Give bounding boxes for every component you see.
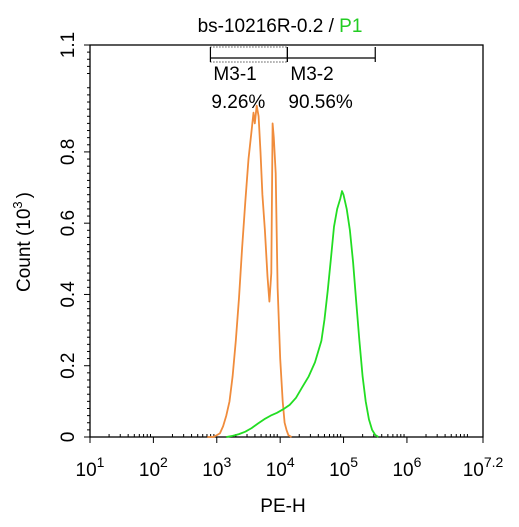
series-group: [207, 104, 379, 438]
x-tick-label: 101: [76, 454, 105, 481]
gate-name: M3-1: [213, 64, 256, 85]
x-tick-label: 104: [266, 454, 295, 481]
x-tick-group: 101 102 103 104 105 106 107.2: [76, 437, 504, 481]
series-line-2: [226, 190, 379, 438]
title-gate: P1: [339, 16, 362, 37]
y-axis-unit: (10: [14, 209, 35, 236]
gate-group: M3-1 9.26% M3-2 90.56%: [209, 46, 376, 113]
x-tick-label: 106: [392, 454, 421, 481]
gate-marker-1: M3-1 9.26%: [209, 46, 288, 113]
gate-percent: 9.26%: [211, 92, 265, 113]
x-tick-label: 105: [329, 454, 358, 481]
y-tick-label: 1.1: [58, 32, 79, 58]
x-tick-label: 102: [139, 454, 168, 481]
title-sample: bs-10216R-0.2: [198, 16, 324, 37]
x-tick-label: 107.2: [463, 454, 504, 481]
y-axis-label: Count (103): [10, 192, 35, 292]
y-tick-label: 0.8: [58, 139, 79, 165]
y-axis-label-text: Count: [14, 241, 35, 292]
y-tick-label: 0: [58, 432, 79, 443]
chart-title: bs-10216R-0.2 / P1: [198, 16, 363, 37]
y-tick-label: 0.6: [58, 210, 79, 236]
x-tick-label: 103: [202, 454, 231, 481]
gate-marker-2: M3-2 90.56%: [286, 47, 376, 113]
y-tick-label: 0.2: [58, 353, 79, 379]
gate-name: M3-2: [290, 64, 333, 85]
x-axis-label: PE-H: [260, 496, 305, 517]
minor-tick-group: [87, 51, 468, 437]
y-tick-group: 0 0.2 0.4 0.6 0.8 1.1: [58, 32, 90, 443]
y-axis-unit-close: ): [14, 192, 35, 198]
plot-frame: [89, 44, 484, 438]
y-tick-label: 0.4: [58, 281, 79, 308]
series-line-1: [207, 104, 293, 438]
gate-percent: 90.56%: [288, 92, 353, 113]
title-separator: /: [323, 16, 339, 37]
plot-area: [89, 44, 484, 438]
y-axis-unit-exp: 3: [10, 201, 25, 208]
